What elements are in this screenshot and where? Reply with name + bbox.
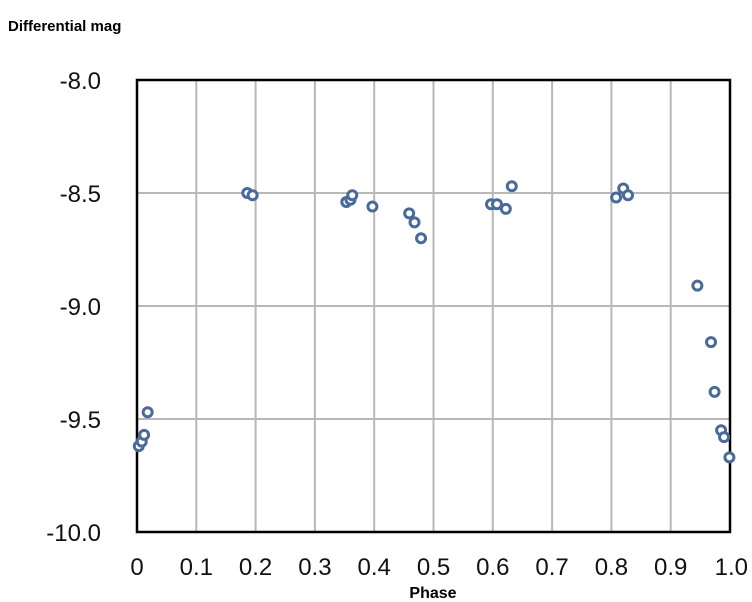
- y-tick-label: -8.5: [60, 181, 101, 208]
- x-tick-label: 0.7: [535, 554, 568, 581]
- data-point: [403, 207, 416, 220]
- x-tick-label: 0.1: [180, 554, 213, 581]
- x-tick-label: 0: [130, 554, 143, 581]
- data-point: [138, 428, 151, 441]
- y-tick-label: -8.0: [60, 68, 101, 95]
- data-point: [691, 279, 704, 292]
- y-tick-label: -10.0: [46, 520, 101, 547]
- data-point: [622, 189, 635, 202]
- data-points: [132, 180, 736, 464]
- data-point: [610, 191, 623, 204]
- x-tick-label: 0.2: [239, 554, 272, 581]
- y-tick-label: -9.0: [60, 294, 101, 321]
- data-point: [408, 216, 421, 229]
- y-axis-title: Differential mag: [8, 18, 121, 35]
- data-point: [246, 189, 259, 202]
- data-point: [415, 232, 428, 245]
- x-tick-label: 0.4: [358, 554, 391, 581]
- y-tick-labels: -8.0 -8.5 -9.0 -9.5 -10.0: [46, 68, 101, 547]
- x-tick-label: 0.6: [476, 554, 509, 581]
- y-tick-label: -9.5: [60, 407, 101, 434]
- data-point: [490, 198, 503, 211]
- x-tick-label: 0.3: [298, 554, 331, 581]
- x-tick-label: 1.0: [715, 554, 748, 581]
- data-point: [141, 406, 154, 419]
- grid-lines: [136, 79, 731, 533]
- data-point: [705, 336, 718, 349]
- x-tick-label: 0.8: [595, 554, 628, 581]
- data-point: [723, 451, 736, 464]
- data-point: [505, 180, 518, 193]
- data-point: [718, 431, 731, 444]
- x-tick-labels: 0 0.1 0.2 0.3 0.4 0.5 0.6 0.7 0.8 0.9 1.0: [130, 554, 748, 581]
- data-point: [708, 385, 721, 398]
- data-point: [366, 200, 379, 213]
- x-tick-label: 0.5: [417, 554, 450, 581]
- plot-frame: [135, 78, 732, 534]
- x-tick-label: 0.9: [654, 554, 687, 581]
- x-axis-title: Phase: [409, 585, 456, 602]
- data-point: [346, 189, 359, 202]
- data-point: [499, 202, 512, 215]
